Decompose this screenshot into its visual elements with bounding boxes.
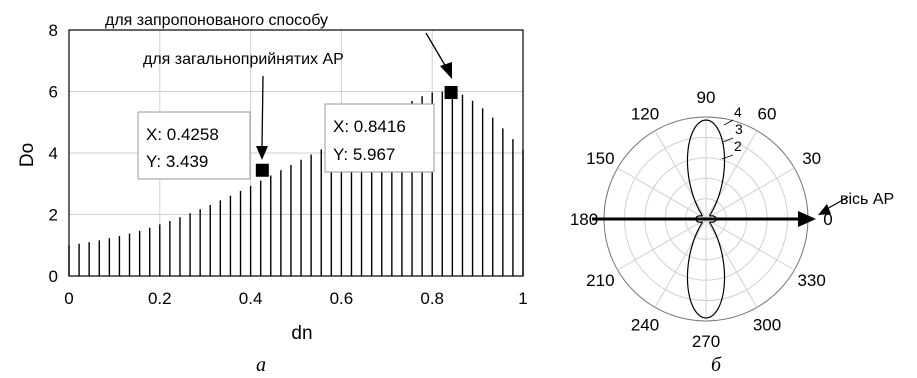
datatip-y: Y: 5.967: [333, 145, 395, 164]
annotation-conventional: для загальноприйнятих АР: [143, 51, 344, 68]
angle-tick-label: 300: [753, 316, 781, 335]
datatip-proposed: X: 0.8416 Y: 5.967: [324, 103, 435, 173]
y-tick-label: 2: [49, 206, 58, 225]
datatip-x: X: 0.8416: [333, 117, 406, 136]
axes-box: [68, 29, 524, 277]
data-marker-proposed[interactable]: [444, 86, 458, 100]
curve-leader-lines: [721, 119, 734, 160]
angle-tick-label: 270: [692, 332, 720, 351]
angle-tick-label: 0: [823, 210, 832, 229]
angle-tick-label: 30: [802, 149, 821, 168]
x-axis-label: dn: [291, 323, 312, 344]
x-tick-label: 0.6: [330, 289, 354, 308]
datatip-y: Y: 3.439: [146, 152, 208, 171]
y-axis-label: Do: [17, 143, 38, 167]
x-tick-label: 0.4: [239, 289, 263, 308]
x-tick-labels: 0 0.2 0.4 0.6 0.8 1: [64, 289, 527, 308]
curve-label-2: 2: [734, 138, 742, 154]
y-tick-label: 6: [49, 83, 58, 102]
datatip-x: X: 0.4258: [146, 125, 219, 144]
angle-tick-label: 90: [697, 88, 716, 107]
y-tick-label: 8: [49, 21, 58, 40]
array-axis: [592, 211, 816, 227]
x-tick-label: 1: [518, 289, 527, 308]
bar-chart-panel: 0 0.2 0.4 0.6 0.8 1 0 2 4 6 8 dn Do X: 0.4258 Y: …: [17, 12, 528, 376]
angle-tick-label: 240: [631, 316, 659, 335]
annotation-array-axis: вісь АР: [840, 191, 894, 208]
angle-tick-label: 120: [631, 104, 659, 123]
x-tick-label: 0.2: [148, 289, 172, 308]
arrow-array-axis: [818, 196, 849, 215]
panel-caption: б: [711, 354, 722, 376]
datatip-conventional: X: 0.4258 Y: 3.439: [137, 111, 251, 180]
x-tick-label: 0: [64, 289, 73, 308]
arrow-conventional: [256, 75, 268, 160]
angle-tick-label: 210: [586, 271, 614, 290]
x-tick-label: 0.8: [420, 289, 444, 308]
angle-tick-label: 330: [797, 271, 825, 290]
y-tick-label: 0: [49, 267, 58, 286]
annotation-proposed: для запропонованого способу: [105, 12, 328, 29]
data-marker-conventional[interactable]: [255, 163, 269, 177]
angle-tick-label: 150: [586, 149, 614, 168]
panel-caption: а: [256, 354, 266, 376]
y-tick-label: 4: [49, 144, 58, 163]
angle-tick-labels: 0 30 60 90 120 150 180 210 240 270 300 330: [570, 88, 833, 351]
angle-tick-label: 180: [570, 210, 598, 229]
angle-tick-label: 60: [758, 104, 777, 123]
bar-series: [68, 91, 524, 276]
curve-label-3: 3: [735, 121, 743, 137]
curve-label-4: 4: [734, 104, 742, 120]
arrow-proposed: [425, 32, 452, 79]
y-tick-labels: 0 2 4 6 8: [49, 21, 58, 286]
